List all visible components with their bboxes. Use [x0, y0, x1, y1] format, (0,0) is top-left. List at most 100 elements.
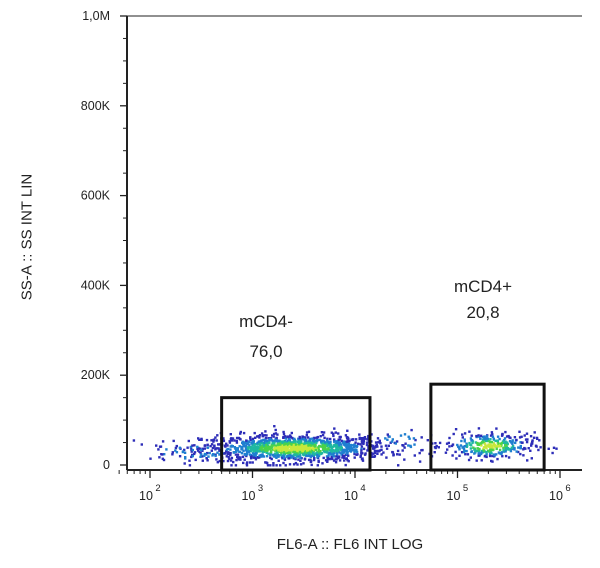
data-point: [296, 445, 299, 448]
data-point: [212, 439, 215, 442]
data-point: [533, 431, 536, 434]
data-point: [520, 441, 524, 444]
data-point: [175, 451, 179, 454]
data-point: [222, 437, 225, 440]
data-point: [254, 451, 258, 455]
data-point: [321, 446, 325, 449]
data-point: [283, 458, 287, 461]
data-point: [302, 462, 305, 465]
data-point: [367, 448, 370, 451]
data-point: [245, 451, 249, 454]
data-point: [327, 446, 330, 450]
data-point: [444, 451, 448, 454]
data-point: [518, 436, 522, 439]
data-point: [306, 454, 309, 458]
data-point: [469, 456, 472, 459]
data-point: [252, 447, 255, 450]
data-point: [502, 439, 506, 442]
data-point: [467, 458, 471, 462]
data-point: [282, 456, 286, 459]
data-point: [502, 450, 506, 453]
data-point: [333, 443, 336, 447]
data-point: [358, 437, 361, 441]
data-point: [365, 441, 369, 444]
data-point: [448, 445, 451, 448]
data-point: [413, 454, 416, 457]
data-point: [485, 455, 488, 459]
data-point: [356, 453, 359, 456]
data-point: [294, 440, 297, 443]
data-point: [258, 434, 262, 437]
data-point: [474, 441, 478, 444]
data-point: [514, 441, 517, 445]
data-point: [399, 434, 403, 437]
data-point: [269, 450, 273, 454]
data-point: [462, 447, 466, 451]
data-point: [313, 457, 316, 460]
data-point: [247, 447, 250, 451]
data-point: [338, 459, 342, 462]
axes: [126, 15, 582, 471]
data-point: [226, 452, 229, 455]
data-point: [228, 440, 231, 443]
data-point: [264, 436, 268, 440]
data-point: [503, 437, 507, 440]
data-point: [193, 444, 196, 447]
data-point: [409, 445, 413, 449]
data-point: [360, 447, 363, 450]
data-point: [524, 438, 528, 441]
data-point: [491, 433, 494, 436]
data-point: [551, 451, 554, 455]
data-point: [245, 453, 249, 456]
data-point: [537, 448, 540, 452]
data-point: [491, 460, 494, 463]
data-point: [468, 430, 471, 433]
data-point: [210, 449, 213, 452]
data-point: [288, 454, 291, 457]
data-point: [158, 456, 161, 459]
data-point: [284, 445, 287, 448]
data-point: [336, 450, 339, 453]
data-point: [198, 447, 202, 450]
data-point: [495, 453, 498, 456]
data-point: [302, 447, 306, 450]
gate-percent: 20,8: [466, 303, 499, 322]
data-point: [268, 445, 272, 449]
data-point: [183, 451, 187, 454]
data-point: [320, 431, 324, 434]
data-point: [288, 444, 291, 447]
data-point: [343, 459, 346, 462]
data-point: [217, 443, 220, 446]
data-point: [249, 455, 253, 458]
data-point: [420, 436, 423, 439]
data-point: [332, 455, 335, 458]
data-point: [481, 436, 485, 439]
data-point: [333, 438, 336, 441]
data-point: [263, 449, 266, 452]
data-point: [161, 457, 164, 460]
data-point: [254, 447, 257, 451]
data-point: [485, 435, 489, 438]
data-point: [243, 444, 247, 448]
data-point: [451, 443, 455, 446]
data-point: [344, 463, 347, 467]
data-point: [517, 450, 520, 454]
data-point: [321, 448, 325, 451]
data-point: [175, 444, 178, 448]
data-point: [485, 439, 488, 442]
data-point: [292, 445, 296, 448]
data-point: [367, 445, 370, 448]
data-point: [239, 432, 242, 435]
data-point: [480, 449, 483, 453]
data-point: [292, 443, 295, 447]
data-point: [380, 448, 383, 451]
data-point: [282, 455, 286, 458]
data-point: [486, 449, 490, 452]
data-point: [214, 454, 217, 458]
data-point: [373, 451, 377, 455]
data-point: [226, 459, 230, 463]
y-axis-label: SS-A :: SS INT LIN: [18, 173, 36, 301]
data-point: [291, 436, 294, 440]
data-point: [191, 454, 194, 458]
data-point: [492, 437, 495, 440]
